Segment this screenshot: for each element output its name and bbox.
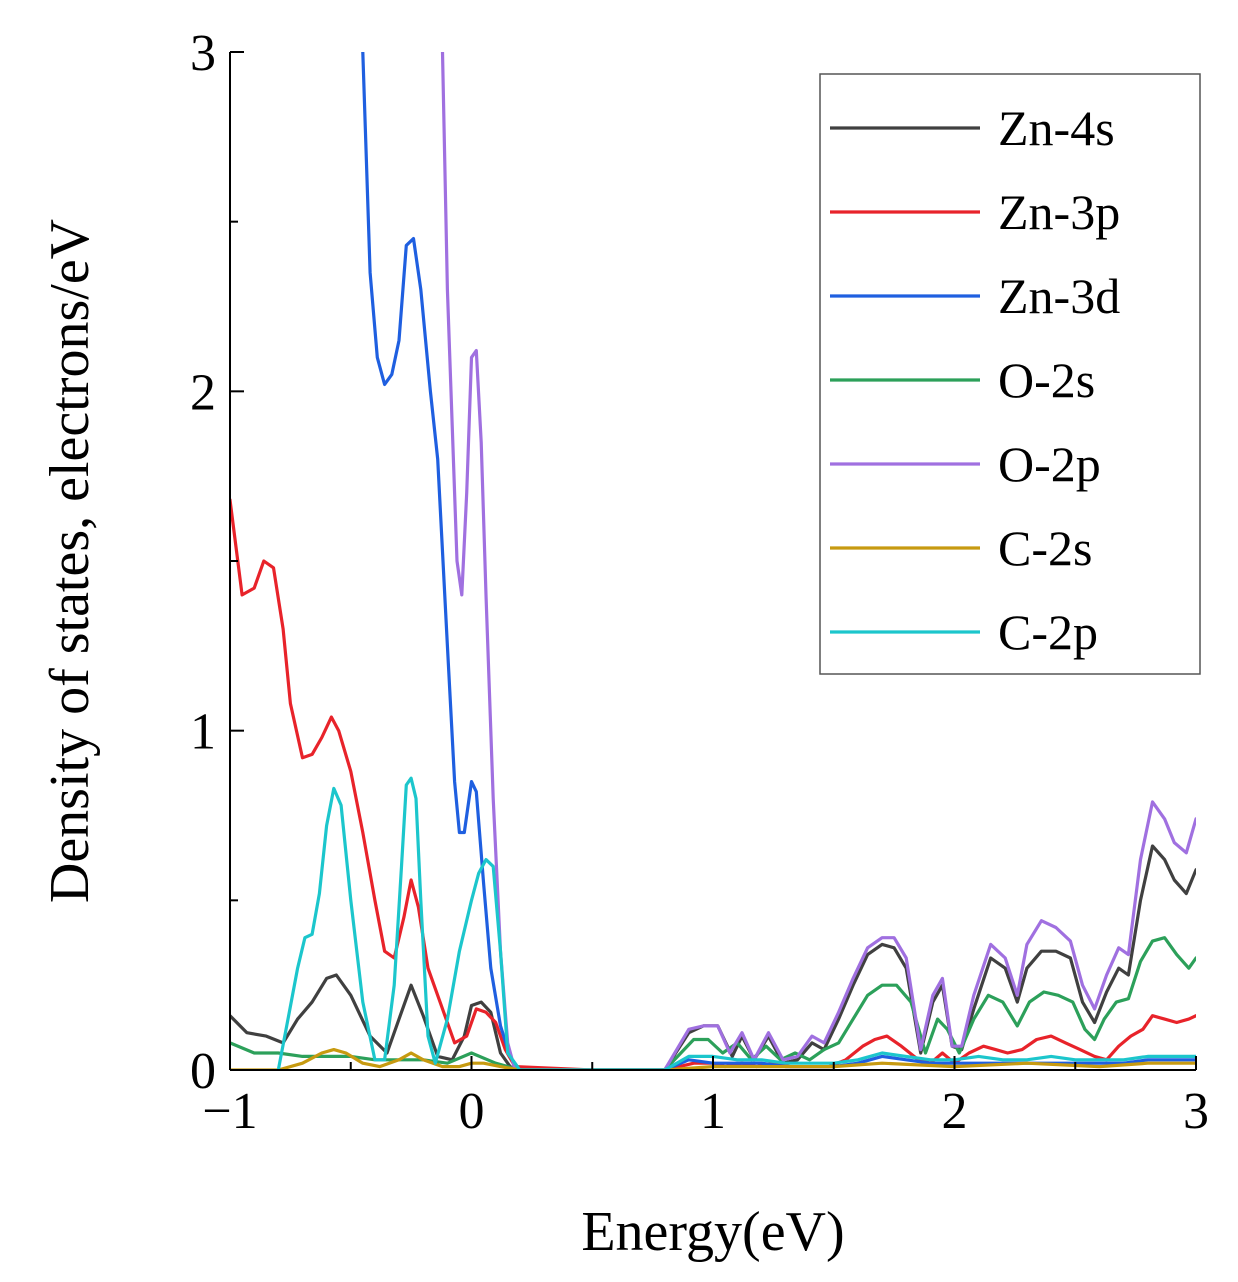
legend-label: Zn-4s: [998, 100, 1115, 156]
legend: Zn-4s Zn-3p Zn-3d O-2s O-2p C-2s C-2p: [819, 73, 1201, 675]
y-tick-label: 3: [190, 25, 216, 82]
legend-label: O-2p: [998, 436, 1101, 492]
x-tick-label: 3: [1183, 1083, 1209, 1140]
y-tick-label: 2: [190, 364, 216, 421]
y-axis-title: Density of states, electrons/eV: [39, 219, 101, 903]
legend-label: O-2s: [998, 352, 1095, 408]
series-line-zn-4s: [230, 844, 1196, 1070]
y-tick-label: 1: [190, 704, 216, 761]
series-line-c-2p: [276, 776, 1196, 1070]
series-line-zn-3p: [230, 498, 1196, 1070]
legend-label: C-2p: [998, 604, 1098, 660]
y-tick-label: 0: [190, 1043, 216, 1100]
legend-box: [819, 73, 1201, 675]
series-line-c-2s: [230, 1048, 1196, 1070]
x-tick-label: 1: [700, 1083, 726, 1140]
legend-label: Zn-3p: [998, 184, 1120, 240]
x-tick-label: 2: [942, 1083, 968, 1140]
legend-label: C-2s: [998, 520, 1092, 576]
series-line-o-2p: [440, 52, 1196, 1070]
legend-label: Zn-3d: [998, 268, 1120, 324]
x-tick-label: 0: [459, 1083, 485, 1140]
series-line-o-2s: [230, 936, 1196, 1070]
x-tick-label: −1: [202, 1083, 257, 1140]
x-axis-title: Energy(eV): [581, 1201, 844, 1263]
